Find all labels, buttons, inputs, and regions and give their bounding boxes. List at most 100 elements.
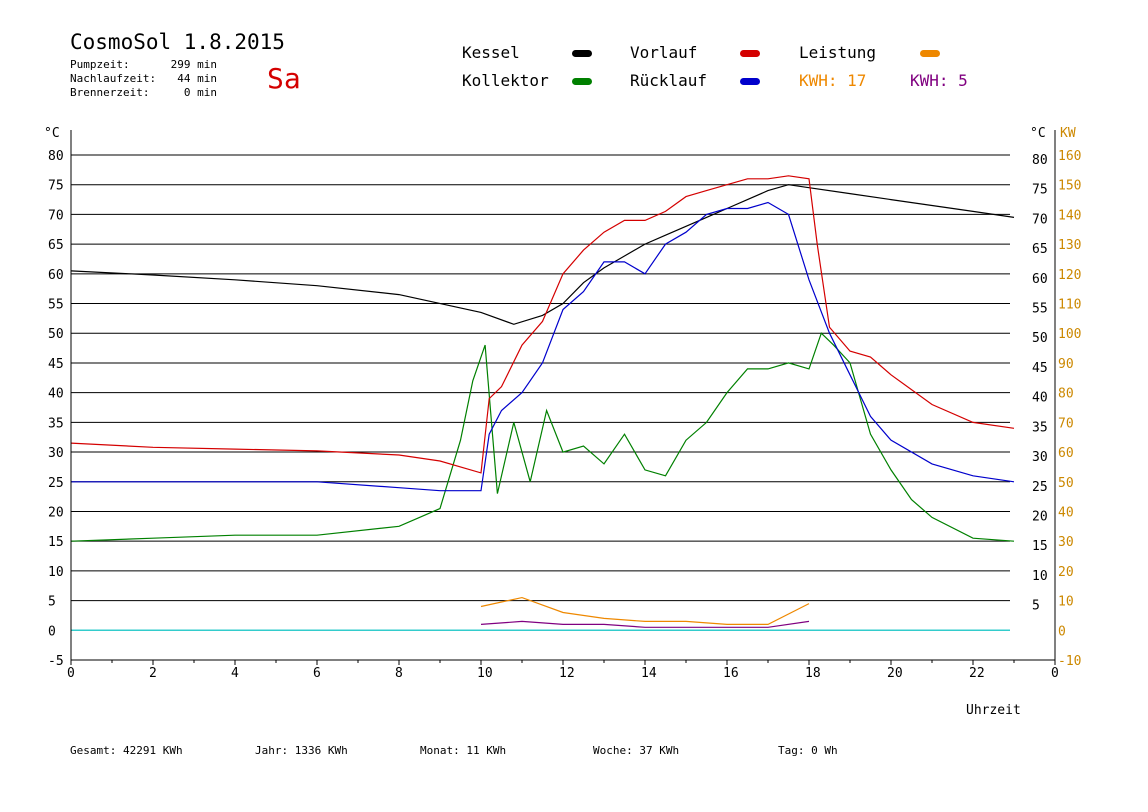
stat-label: Nachlaufzeit: (70, 72, 157, 85)
x-tick-label: 2 (149, 666, 157, 681)
series-kollektor (70, 332, 1015, 542)
x-tick-label: 8 (395, 666, 403, 681)
y-tick-right-kw: 150 (1058, 179, 1081, 194)
y-tick-right-kw: 10 (1058, 595, 1074, 610)
x-tick-label: 14 (641, 666, 657, 681)
stat-nachlaufzeit: Nachlaufzeit: 44 min (70, 72, 217, 85)
y-tick-right-kw: 120 (1058, 268, 1081, 283)
y-tick-right-temp: 65 (1032, 242, 1048, 257)
legend-kwh1: KWH: 17 (799, 71, 867, 90)
y-tick-right-kw: 80 (1058, 387, 1074, 402)
footer-jahr: Jahr: 1336 KWh (255, 744, 348, 757)
stat-label: Brennerzeit: (70, 86, 150, 99)
y-unit-right-kw: KW (1060, 126, 1076, 141)
y-tick-right-kw: 20 (1058, 565, 1074, 580)
temperature-chart: 80757065605550454035302520151050-5807570… (44, 126, 1081, 718)
stat-value: 0 min (183, 86, 217, 99)
x-tick-label: 0 (1051, 666, 1059, 681)
legend-kwh2: KWH: 5 (910, 71, 968, 90)
y-tick-left: 30 (48, 446, 64, 461)
stat-pumpzeit: Pumpzeit: 299 min (70, 58, 217, 71)
y-tick-right-temp: 55 (1032, 302, 1048, 317)
y-tick-right-kw: 160 (1058, 149, 1081, 164)
stat-label: Pumpzeit: (70, 58, 130, 71)
legend-ruecklauf-label: Rücklauf (630, 71, 708, 90)
y-unit-left: °C (44, 126, 60, 141)
y-tick-right-temp: 50 (1032, 331, 1048, 346)
legend-ruecklauf-swatch (740, 78, 760, 85)
y-tick-right-temp: 40 (1032, 391, 1048, 406)
y-tick-right-temp: 45 (1032, 361, 1048, 376)
y-tick-left: 25 (48, 476, 64, 491)
y-tick-right-temp: 70 (1032, 212, 1048, 227)
y-tick-right-temp: 80 (1032, 153, 1048, 168)
x-tick-label: 16 (723, 666, 739, 681)
y-unit-right-temp: °C (1030, 126, 1046, 141)
y-tick-left: 35 (48, 416, 64, 431)
y-tick-left: 40 (48, 387, 64, 402)
y-tick-right-kw: 60 (1058, 446, 1074, 461)
y-tick-left: 60 (48, 268, 64, 283)
y-tick-right-temp: 20 (1032, 509, 1048, 524)
y-tick-left: 65 (48, 238, 64, 253)
y-tick-left: 70 (48, 208, 64, 223)
footer-woche: Woche: 37 KWh (593, 744, 680, 757)
legend-vorlauf-swatch (740, 50, 760, 57)
legend-kessel-label: Kessel (462, 43, 520, 62)
y-tick-right-temp: 60 (1032, 272, 1048, 287)
series-leistung (480, 596, 810, 626)
series-kessel (70, 184, 1015, 325)
x-tick-label: 22 (969, 666, 985, 681)
y-tick-left: 50 (48, 327, 64, 342)
axis-labels: 80757065605550454035302520151050-5807570… (44, 126, 1081, 718)
stat-value: 44 min (177, 72, 217, 85)
x-tick-label: 10 (477, 666, 493, 681)
y-tick-right-kw: 0 (1058, 624, 1066, 639)
y-tick-right-kw: 100 (1058, 327, 1081, 342)
y-tick-left: 10 (48, 565, 64, 580)
stat-brennerzeit: Brennerzeit: 0 min (70, 86, 217, 99)
y-tick-right-kw: 110 (1058, 298, 1081, 313)
series-lines (70, 175, 1015, 628)
y-tick-right-temp: 25 (1032, 480, 1048, 495)
x-axis-label: Uhrzeit (966, 703, 1021, 718)
x-tick-label: 12 (559, 666, 575, 681)
chart-title: CosmoSol 1.8.2015 (70, 30, 285, 54)
y-tick-right-temp: 30 (1032, 450, 1048, 465)
footer-gesamt: Gesamt: 42291 KWh (70, 744, 183, 757)
y-tick-right-temp: 5 (1032, 599, 1040, 614)
footer-monat: Monat: 11 KWh (420, 744, 507, 757)
y-tick-right-temp: 15 (1032, 539, 1048, 554)
weekday-label: Sa (267, 62, 301, 95)
legend-leistung-swatch (920, 50, 940, 57)
y-tick-left: 80 (48, 149, 64, 164)
x-tick-label: 20 (887, 666, 903, 681)
y-tick-left: 0 (48, 624, 56, 639)
y-tick-right-kw: 30 (1058, 535, 1074, 550)
y-tick-right-kw: 50 (1058, 476, 1074, 491)
y-tick-left: 15 (48, 535, 64, 550)
y-tick-left: 5 (48, 595, 56, 610)
grid (71, 154, 1010, 632)
y-tick-right-kw: 70 (1058, 416, 1074, 431)
series-r-cklauf (71, 201, 1015, 492)
x-tick-label: 6 (313, 666, 321, 681)
series-kwh-5 (480, 620, 810, 628)
y-tick-left: -5 (48, 654, 64, 669)
y-tick-right-temp: 75 (1032, 183, 1048, 198)
footer-tag: Tag: 0 Wh (778, 744, 838, 757)
legend-kollektor-swatch (572, 78, 592, 85)
legend-vorlauf-label: Vorlauf (630, 43, 698, 62)
series-vorlauf (70, 175, 1015, 474)
y-tick-left: 75 (48, 179, 64, 194)
x-tick-label: 0 (67, 666, 75, 681)
axes (70, 130, 1056, 665)
y-tick-right-kw: 130 (1058, 238, 1081, 253)
y-tick-right-kw: 140 (1058, 208, 1081, 223)
y-tick-right-temp: 35 (1032, 420, 1048, 435)
y-tick-left: 20 (48, 505, 64, 520)
x-tick-label: 4 (231, 666, 239, 681)
y-tick-left: 45 (48, 357, 64, 372)
y-tick-right-kw: -10 (1058, 654, 1081, 669)
stat-value: 299 min (170, 58, 217, 71)
